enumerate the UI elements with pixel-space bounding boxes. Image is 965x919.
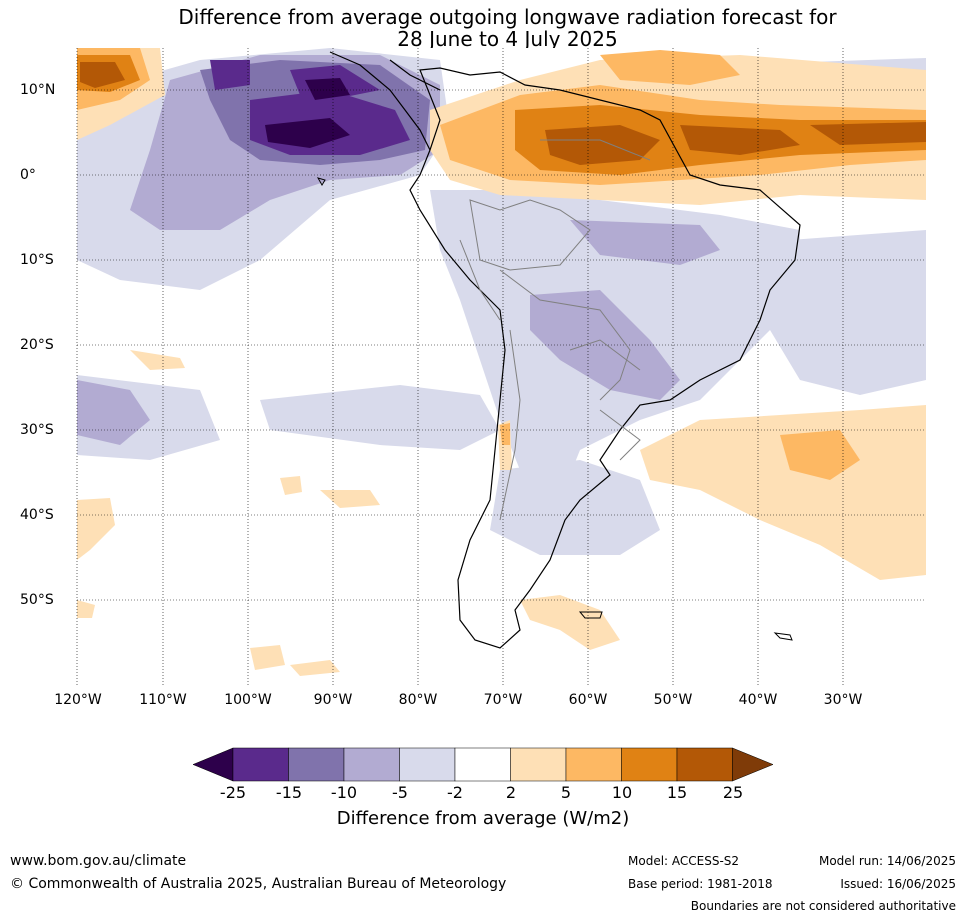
issued-text: Issued: 16/06/2025	[840, 877, 956, 891]
colorbar-tick: -5	[392, 783, 408, 802]
colorbar-tick: 10	[611, 783, 633, 802]
title-line-2: 28 June to 4 July 2025	[397, 27, 618, 51]
colorbar-segment	[343, 747, 400, 782]
colorbar-segment	[565, 747, 622, 782]
model-run-text: Model run: 14/06/2025	[818, 854, 956, 868]
colorbar-tick: 5	[560, 783, 572, 802]
lat-label: 50°S	[20, 592, 54, 608]
lon-label: 50°W	[653, 692, 693, 708]
central-america-coastline	[329, 51, 441, 151]
lon-label: 70°W	[483, 692, 523, 708]
lat-label: 20°S	[20, 337, 54, 353]
lon-label: 80°W	[398, 692, 438, 708]
colorbar-segment	[232, 747, 289, 782]
lat-label: 10°N	[20, 82, 56, 98]
lon-label: 40°W	[738, 692, 778, 708]
colorbar-tick: -10	[330, 783, 358, 802]
colorbar-segment	[621, 747, 678, 782]
url-link[interactable]: www.bom.gov.au/climate	[10, 853, 187, 869]
disclaimer-text: Boundaries are not considered authoritat…	[690, 899, 956, 913]
colorbar-tick: 15	[666, 783, 688, 802]
title-line-1: Difference from average outgoing longwav…	[178, 5, 837, 29]
lat-label: 0°	[20, 167, 36, 183]
copyright-text: © Commonwealth of Australia 2025, Austra…	[10, 876, 507, 892]
colorbar-title: Difference from average (W/m2)	[336, 808, 630, 829]
south-america-coastline	[409, 67, 801, 649]
colorbar-tick: 2	[505, 783, 517, 802]
colorbar-arrow-low	[192, 747, 234, 782]
lon-label: 110°W	[139, 692, 187, 708]
colorbar-tick: -25	[219, 783, 247, 802]
lat-label: 10°S	[20, 252, 54, 268]
country-borders	[459, 139, 651, 521]
lon-label: 90°W	[313, 692, 353, 708]
colorbar-segment	[454, 747, 511, 782]
colorbar-segment	[510, 747, 567, 782]
lat-label: 30°S	[20, 422, 54, 438]
lon-label: 120°W	[54, 692, 102, 708]
gridlines	[76, 48, 926, 686]
lat-label: 40°S	[20, 507, 54, 523]
islands	[316, 177, 793, 641]
colorbar-segment	[288, 747, 345, 782]
model-text: Model: ACCESS-S2	[628, 854, 740, 868]
colorbar-tick: -2	[447, 783, 463, 802]
lon-label: 60°W	[568, 692, 608, 708]
colorbar-tick: 25	[722, 783, 744, 802]
colorbar-segment	[676, 747, 733, 782]
lon-label: 100°W	[224, 692, 272, 708]
colorbar-tick: -15	[275, 783, 303, 802]
lon-label: 30°W	[823, 692, 863, 708]
darkest-orange-anomaly-areas	[80, 62, 926, 165]
base-period-text: Base period: 1981-2018	[628, 877, 773, 891]
colorbar-segment	[399, 747, 456, 782]
colorbar-arrow-high	[732, 747, 774, 782]
